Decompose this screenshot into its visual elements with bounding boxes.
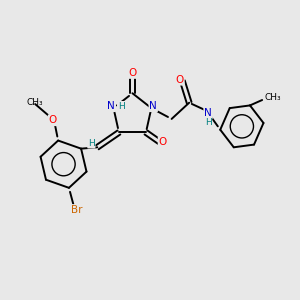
Text: CH₃: CH₃ <box>265 93 281 102</box>
Text: O: O <box>159 137 167 147</box>
Text: N: N <box>204 108 212 118</box>
Text: Br: Br <box>71 205 83 215</box>
Text: N: N <box>149 101 157 111</box>
Text: CH₃: CH₃ <box>27 98 44 107</box>
Text: O: O <box>128 68 136 78</box>
Text: N: N <box>107 101 115 111</box>
Text: H: H <box>88 139 95 148</box>
Text: H: H <box>118 102 124 111</box>
Text: H: H <box>205 118 212 127</box>
Text: O: O <box>49 115 57 125</box>
Text: O: O <box>176 75 184 85</box>
